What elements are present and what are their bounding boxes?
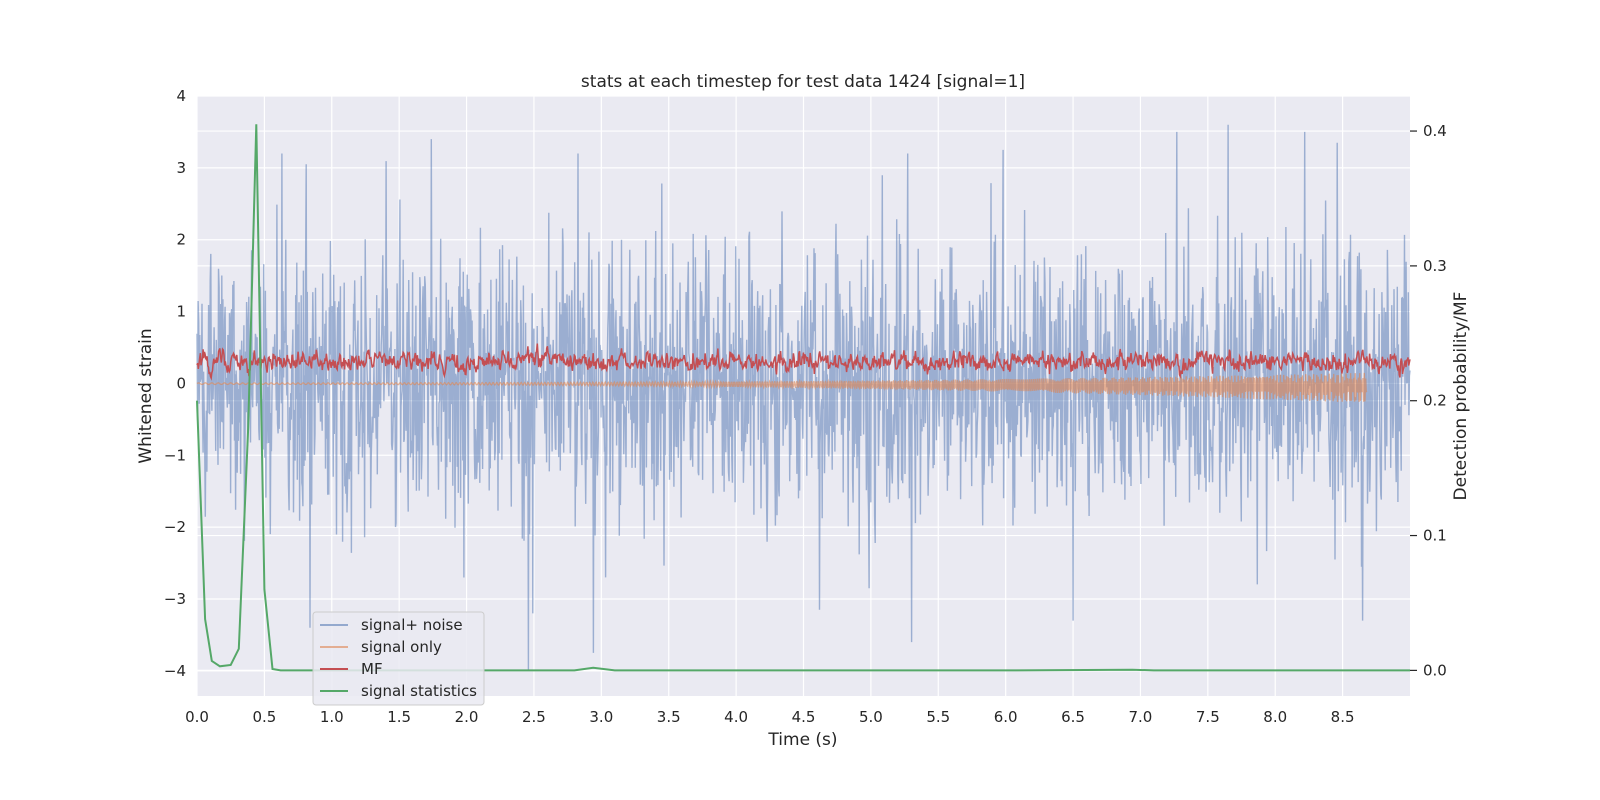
x-tick-label: 5.0 (859, 708, 883, 726)
y-left-tick-label: −4 (164, 662, 186, 680)
y-left-tick-label: 2 (176, 231, 186, 249)
y-left-tick-label: 1 (176, 303, 186, 321)
x-tick-label: 4.0 (724, 708, 748, 726)
x-tick-label: 0.5 (252, 708, 276, 726)
x-axis-ticks: 0.0 0.5 1.0 1.5 2.0 2.5 3.0 3.5 4.0 4.5 5.0 5.5 6.0 6… (185, 708, 1354, 726)
y-right-tick-label: 0.0 (1423, 661, 1447, 679)
x-tick-label: 7.5 (1196, 708, 1220, 726)
y-left-tick-label: −3 (164, 590, 186, 608)
legend-label-signal-only: signal only (361, 638, 442, 656)
signal-only-line (196, 372, 1368, 402)
x-tick-label: 0.0 (185, 708, 209, 726)
x-tick-label: 7.0 (1129, 708, 1153, 726)
y-right-tick-label: 0.4 (1423, 122, 1447, 140)
x-tick-label: 5.5 (926, 708, 950, 726)
x-tick-label: 3.0 (589, 708, 613, 726)
y-axis-right-label: Detection probability/MF (1451, 292, 1471, 501)
y-right-tick-label: 0.1 (1423, 527, 1447, 545)
mf-line (196, 343, 1411, 381)
y-left-tick-label: 3 (176, 159, 186, 177)
x-tick-label: 1.5 (387, 708, 411, 726)
plot-area (196, 95, 1411, 696)
legend-item-mf: MF (320, 660, 383, 678)
y-right-tick-label: 0.2 (1423, 392, 1447, 410)
legend-item-signal-only: signal only (320, 638, 442, 656)
legend: signal+ noise signal only MF signal stat… (312, 611, 485, 706)
x-axis-label: Time (s) (767, 730, 837, 750)
x-tick-label: 1.0 (320, 708, 344, 726)
legend-box (312, 611, 485, 706)
x-tick-label: 8.0 (1263, 708, 1287, 726)
x-tick-label: 8.5 (1331, 708, 1355, 726)
x-tick-label: 2.5 (522, 708, 546, 726)
chart-title: stats at each timestep for test data 142… (581, 72, 1025, 92)
y-right-tick-label: 0.3 (1423, 257, 1447, 275)
y-left-tick-label: 4 (176, 87, 186, 105)
legend-label-signal-statistics: signal statistics (361, 682, 477, 700)
legend-label-signal-noise: signal+ noise (361, 616, 463, 634)
x-tick-label: 4.5 (792, 708, 816, 726)
y-left-tick-label: −1 (164, 446, 186, 464)
legend-item-signal-statistics: signal statistics (320, 682, 477, 700)
y-axis-left-label: Whitened strain (136, 328, 156, 463)
series-signal-only (196, 372, 1368, 402)
x-tick-label: 6.0 (994, 708, 1018, 726)
x-tick-label: 6.5 (1061, 708, 1085, 726)
x-tick-label: 2.0 (455, 708, 479, 726)
y-axis-left-ticks: −4 −3 −2 −1 0 1 2 3 4 (164, 87, 186, 680)
signal-statistics-line (196, 124, 1410, 672)
x-tick-label: 3.5 (657, 708, 681, 726)
y-left-tick-label: 0 (176, 374, 186, 392)
legend-label-mf: MF (361, 660, 383, 678)
y-axis-right-ticks: 0.0 0.1 0.2 0.3 0.4 (1410, 122, 1447, 679)
series-signal-statistics (196, 124, 1410, 672)
legend-item-signal-noise: signal+ noise (320, 616, 463, 634)
y-left-tick-label: −2 (164, 518, 186, 536)
series-mf (196, 343, 1411, 381)
